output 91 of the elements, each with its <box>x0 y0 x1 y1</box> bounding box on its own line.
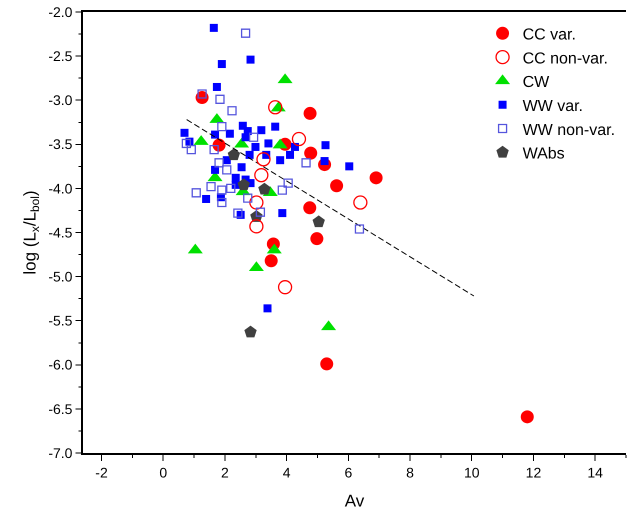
point <box>217 198 226 208</box>
point <box>271 122 280 131</box>
point <box>180 128 188 137</box>
point <box>202 194 210 203</box>
point <box>210 24 218 32</box>
point <box>310 232 324 246</box>
y-tick-label: -4.5 <box>48 224 73 240</box>
point <box>246 56 255 64</box>
point <box>353 195 368 210</box>
point <box>312 215 325 228</box>
point <box>278 209 286 218</box>
point <box>249 219 264 234</box>
legend-label: WW var. <box>522 98 584 115</box>
x-axis-title: Av <box>344 491 365 510</box>
x-tick-label: 8 <box>406 464 414 481</box>
point <box>520 410 534 424</box>
point <box>244 326 257 338</box>
point <box>286 150 294 159</box>
y-tick-label: -5.0 <box>48 268 73 284</box>
point <box>278 280 292 294</box>
x-tick-label: -2 <box>95 464 108 481</box>
y-tick-label: -6.0 <box>48 356 73 373</box>
point <box>186 144 196 154</box>
point <box>249 195 264 210</box>
point <box>304 146 318 160</box>
point <box>243 193 252 203</box>
point <box>192 188 201 198</box>
point <box>238 163 246 172</box>
point <box>212 82 221 91</box>
point <box>284 178 293 188</box>
point <box>256 208 266 217</box>
point <box>240 28 250 38</box>
point <box>257 126 266 134</box>
x-tick-label: 2 <box>221 464 230 481</box>
point <box>304 106 317 120</box>
point <box>218 60 226 68</box>
legend-label: CC non-var. <box>522 50 608 68</box>
point <box>256 152 271 166</box>
point <box>301 158 311 168</box>
legend-label: CC var. <box>522 26 576 44</box>
point <box>228 148 240 160</box>
point <box>303 201 316 214</box>
point <box>226 184 236 194</box>
x-tick-label: 14 <box>587 464 604 481</box>
point <box>322 141 330 150</box>
y-tick-label: -7.0 <box>48 444 73 461</box>
point <box>251 142 260 151</box>
x-tick-label: 10 <box>464 464 480 481</box>
y-tick-label: -3.5 <box>48 136 73 152</box>
y-tick-label: -4.0 <box>48 180 73 196</box>
point <box>238 178 250 190</box>
legend-label: WW non-var. <box>522 122 616 139</box>
x-tick-label: 6 <box>344 464 352 481</box>
legend-label: CW <box>522 74 550 92</box>
y-tick-label: -3.0 <box>48 92 73 108</box>
y-tick-label: -2.0 <box>48 4 73 20</box>
x-tick-label: 0 <box>159 464 168 481</box>
point <box>320 357 334 370</box>
y-tick-label: -6.5 <box>48 400 73 417</box>
point <box>217 122 226 132</box>
point <box>226 130 234 138</box>
legend-label: WAbs <box>522 146 565 163</box>
point <box>330 179 344 192</box>
point <box>182 138 192 148</box>
y-tick-label: -2.5 <box>48 48 73 64</box>
point <box>214 158 224 168</box>
point <box>206 182 216 192</box>
point <box>222 165 232 175</box>
point <box>258 182 271 195</box>
point <box>209 144 219 154</box>
point <box>217 186 226 195</box>
point <box>242 133 250 142</box>
x-tick-label: 12 <box>526 464 542 481</box>
y-tick-label: -5.5 <box>48 312 73 329</box>
point <box>233 208 243 218</box>
point <box>264 304 272 312</box>
point <box>264 139 272 148</box>
point <box>248 132 258 142</box>
point <box>278 186 287 195</box>
point <box>254 168 268 182</box>
point <box>370 171 383 184</box>
point <box>227 106 237 116</box>
point <box>276 156 284 164</box>
x-tick-label: 4 <box>282 464 291 481</box>
point <box>264 254 278 268</box>
point <box>354 224 364 234</box>
point <box>246 150 254 159</box>
point <box>345 162 354 170</box>
point <box>292 132 306 146</box>
point <box>215 94 225 104</box>
point <box>268 100 282 114</box>
